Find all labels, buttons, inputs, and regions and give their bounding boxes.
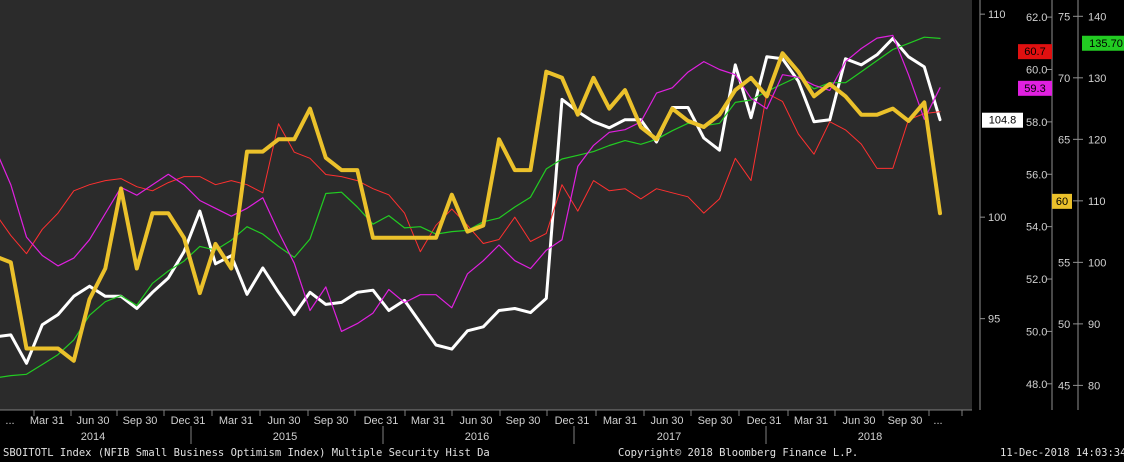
badge-label: 60.7 bbox=[1024, 46, 1045, 58]
x-year-label: 2016 bbox=[465, 431, 489, 443]
badge-label: 59.3 bbox=[1024, 83, 1045, 95]
last-value-badge: 59.3 bbox=[1018, 80, 1052, 96]
y-tick-label-axis3: 75 bbox=[1058, 11, 1070, 23]
x-tick-label: Mar 31 bbox=[30, 415, 64, 427]
badge-background bbox=[1018, 44, 1052, 60]
last-value-badge: 135.70 bbox=[1082, 35, 1124, 51]
y-tick-label-axis2: 62.0 bbox=[1026, 12, 1047, 24]
y-tick-label-axis3: 55 bbox=[1058, 257, 1070, 269]
y-tick-label-axis2: 52.0 bbox=[1026, 274, 1047, 286]
x-tick-label: Mar 31 bbox=[411, 415, 445, 427]
y-tick-label-axis2: 60.0 bbox=[1026, 64, 1047, 76]
x-tick-label: Jun 30 bbox=[842, 415, 875, 427]
last-value-badge: 104.8 bbox=[982, 112, 1023, 128]
x-year-label: 2014 bbox=[81, 431, 105, 443]
last-value-badge: 60.7 bbox=[1018, 44, 1052, 60]
x-year-label: 2017 bbox=[657, 431, 681, 443]
y-tick-label-axis1: 100 bbox=[988, 212, 1006, 224]
x-tick-label: Dec 31 bbox=[555, 415, 590, 427]
y-tick-label-axis4: 90 bbox=[1088, 319, 1100, 331]
y-tick-label-axis2: 50.0 bbox=[1026, 326, 1047, 338]
y-tick-label-axis3: 45 bbox=[1058, 380, 1070, 392]
y-tick-label-axis2: 54.0 bbox=[1026, 222, 1047, 234]
y-tick-label-axis1: 110 bbox=[988, 9, 1006, 21]
x-tick-label: Dec 31 bbox=[364, 415, 399, 427]
y-tick-label-axis3: 65 bbox=[1058, 134, 1070, 146]
y-tick-label-axis3: 70 bbox=[1058, 73, 1070, 85]
y-tick-label-axis4: 130 bbox=[1088, 73, 1106, 85]
x-year-label: 2018 bbox=[858, 431, 882, 443]
x-tick-label: Sep 30 bbox=[314, 415, 349, 427]
y-tick-label-axis2: 48.0 bbox=[1026, 379, 1047, 391]
y-tick-label-axis2: 58.0 bbox=[1026, 117, 1047, 129]
series-line-magenta bbox=[0, 34, 941, 332]
y-tick-label-axis4: 100 bbox=[1088, 257, 1106, 269]
footer-title: SBOITOTL Index (NFIB Small Business Opti… bbox=[3, 447, 490, 459]
y-tick-label-axis1: 95 bbox=[988, 314, 1000, 326]
last-value-badge: 60 bbox=[1052, 193, 1072, 209]
x-tick-label: Jun 30 bbox=[650, 415, 683, 427]
badge-label: 104.8 bbox=[989, 115, 1017, 127]
badge-label: 60 bbox=[1056, 196, 1068, 208]
x-tick-label: Dec 31 bbox=[171, 415, 206, 427]
y-tick-label-axis4: 80 bbox=[1088, 380, 1100, 392]
x-tick-label: Jun 30 bbox=[76, 415, 109, 427]
y-tick-label-axis2: 56.0 bbox=[1026, 169, 1047, 181]
y-tick-label-axis4: 120 bbox=[1088, 134, 1106, 146]
x-tick-label: Dec 31 bbox=[747, 415, 782, 427]
x-tick-label: ... bbox=[933, 415, 942, 427]
x-tick-label: Mar 31 bbox=[219, 415, 253, 427]
y-tick-label-axis4: 110 bbox=[1088, 196, 1106, 208]
x-tick-label: Jun 30 bbox=[267, 415, 300, 427]
x-tick-label: Sep 30 bbox=[888, 415, 923, 427]
footer-copyright: Copyright© 2018 Bloomberg Finance L.P. bbox=[618, 447, 858, 459]
badge-background bbox=[982, 112, 1023, 128]
y-tick-label-axis4: 140 bbox=[1088, 11, 1106, 23]
badge-background bbox=[1082, 35, 1124, 51]
x-tick-label: Mar 31 bbox=[794, 415, 828, 427]
badge-label: 135.70 bbox=[1089, 38, 1123, 50]
x-tick-label: Sep 30 bbox=[698, 415, 733, 427]
x-tick-label: ... bbox=[5, 415, 14, 427]
badge-background bbox=[1018, 80, 1052, 96]
y-tick-label-axis3: 50 bbox=[1058, 319, 1070, 331]
x-tick-label: Mar 31 bbox=[603, 415, 637, 427]
series-line-red bbox=[0, 92, 941, 255]
x-tick-label: Jun 30 bbox=[459, 415, 492, 427]
badge-background bbox=[1052, 193, 1072, 209]
x-tick-label: Sep 30 bbox=[123, 415, 158, 427]
x-year-label: 2015 bbox=[273, 431, 297, 443]
footer-timestamp: 11-Dec-2018 14:03:34 bbox=[1000, 447, 1124, 459]
series-line-gold bbox=[0, 51, 942, 363]
x-tick-label: Sep 30 bbox=[506, 415, 541, 427]
